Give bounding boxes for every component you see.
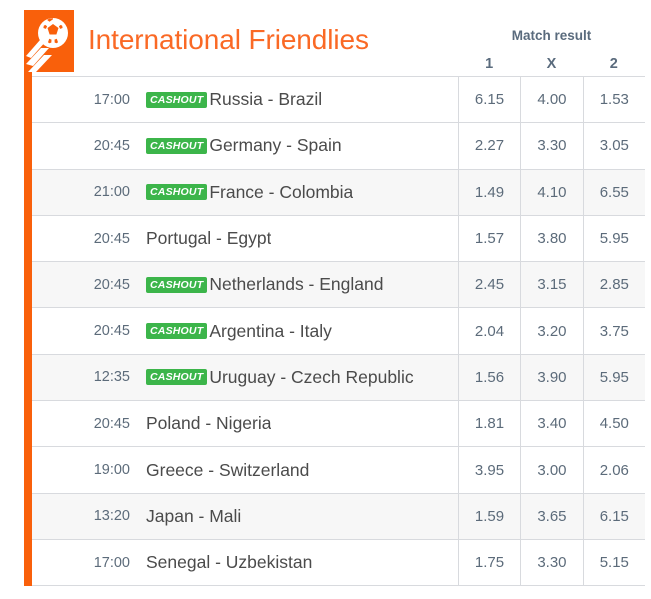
odd-draw[interactable]: 4.10: [520, 169, 582, 215]
odd-draw[interactable]: 3.30: [520, 123, 582, 169]
league-accent-bar: [24, 72, 32, 586]
odd-away[interactable]: 5.95: [582, 354, 645, 401]
match-event-name[interactable]: Russia - Brazil: [209, 89, 323, 110]
page-title: International Friendlies: [88, 24, 369, 55]
odd-away[interactable]: 2.85: [582, 262, 645, 308]
table-row[interactable]: 17:00 CASHOUT Russia - Brazil 6.15 4.00 1.53: [24, 77, 645, 124]
cashout-badge: CASHOUT: [146, 184, 208, 201]
odd-draw[interactable]: 4.00: [520, 77, 582, 123]
match-time: 20:45: [93, 323, 130, 340]
odd-home[interactable]: 1.59: [457, 493, 520, 539]
odd-draw[interactable]: 3.90: [520, 354, 582, 401]
match-event-cell[interactable]: Greece - Switzerland: [146, 460, 458, 481]
match-event-name[interactable]: Senegal - Uzbekistan: [146, 552, 313, 573]
odd-home[interactable]: 1.81: [457, 401, 520, 447]
odd-draw[interactable]: 3.80: [520, 215, 582, 262]
odd-away[interactable]: 6.55: [582, 169, 645, 215]
odd-home[interactable]: 1.56: [457, 354, 520, 401]
match-time: 19:00: [93, 462, 130, 479]
match-list-table: 17:00 CASHOUT Russia - Brazil 6.15 4.00 1.53 2…: [24, 76, 645, 587]
match-event-name[interactable]: Portugal - Egypt: [146, 228, 272, 249]
odd-home[interactable]: 3.95: [457, 447, 520, 493]
odd-away[interactable]: 4.50: [582, 401, 645, 447]
cashout-badge: CASHOUT: [146, 276, 208, 293]
match-time: 13:20: [93, 508, 130, 525]
match-event-name[interactable]: Poland - Nigeria: [146, 413, 272, 434]
match-time: 21:00: [93, 184, 130, 201]
match-event-cell[interactable]: Senegal - Uzbekistan: [146, 552, 458, 573]
match-event-cell[interactable]: CASHOUT Uruguay - Czech Republic: [146, 367, 458, 388]
column-header-away: 2: [609, 56, 618, 72]
odds-column-headers: 1 X 2: [458, 54, 645, 76]
match-event-cell[interactable]: Portugal - Egypt: [146, 228, 458, 249]
odd-draw[interactable]: 3.15: [520, 262, 582, 308]
odd-home[interactable]: 1.57: [457, 215, 520, 262]
odd-draw[interactable]: 3.40: [520, 401, 582, 447]
cashout-badge: CASHOUT: [146, 323, 208, 340]
table-row[interactable]: 21:00 CASHOUT France - Colombia 1.49 4.10 6.5…: [24, 169, 645, 216]
match-time: 17:00: [93, 554, 130, 571]
table-row[interactable]: 17:00 Senegal - Uzbekistan 1.75 3.30 5.15: [24, 539, 645, 587]
match-event-cell[interactable]: CASHOUT Germany - Spain: [146, 135, 458, 156]
table-row[interactable]: 13:20 Japan - Mali 1.59 3.65 6.15: [24, 493, 645, 540]
odd-home[interactable]: 2.45: [457, 262, 520, 308]
match-event-name[interactable]: Greece - Switzerland: [146, 459, 310, 480]
odd-home[interactable]: 1.49: [457, 169, 520, 215]
match-event-name[interactable]: France - Colombia: [209, 181, 354, 202]
match-event-name[interactable]: Argentina - Italy: [209, 320, 332, 341]
odd-home[interactable]: 6.15: [457, 77, 520, 123]
odd-draw[interactable]: 3.30: [520, 539, 582, 586]
odd-away[interactable]: 5.15: [582, 539, 645, 586]
match-time: 12:35: [93, 369, 130, 386]
cashout-badge: CASHOUT: [146, 137, 208, 154]
table-row[interactable]: 19:00 Greece - Switzerland 3.95 3.00 2.06: [24, 447, 645, 494]
match-time: 20:45: [93, 276, 130, 293]
match-event-cell[interactable]: Japan - Mali: [146, 506, 458, 527]
odd-away[interactable]: 6.15: [582, 493, 645, 539]
soccer-ball-icon: [24, 10, 74, 72]
match-time: 20:45: [93, 230, 130, 247]
table-row[interactable]: 20:45 CASHOUT Argentina - Italy 2.04 3.20 3.7…: [24, 308, 645, 355]
table-row[interactable]: 20:45 Poland - Nigeria 1.81 3.40 4.50: [24, 401, 645, 448]
match-event-cell[interactable]: CASHOUT Argentina - Italy: [146, 321, 458, 342]
match-time: 20:45: [93, 137, 130, 154]
odd-away[interactable]: 3.05: [582, 123, 645, 169]
odd-away[interactable]: 1.53: [582, 77, 645, 123]
market-header-label: Match result: [511, 28, 592, 43]
odd-home[interactable]: 2.27: [457, 123, 520, 169]
odd-draw[interactable]: 3.20: [520, 308, 582, 354]
odd-home[interactable]: 1.75: [457, 539, 520, 586]
match-time: 20:45: [93, 415, 130, 432]
odd-away[interactable]: 5.95: [582, 215, 645, 262]
odd-draw[interactable]: 3.00: [520, 447, 582, 493]
odd-away[interactable]: 2.06: [582, 447, 645, 493]
match-event-cell[interactable]: CASHOUT Netherlands - England: [146, 274, 458, 295]
league-header: International Friendlies Match result 1 …: [0, 0, 651, 76]
match-event-cell[interactable]: CASHOUT Russia - Brazil: [146, 89, 458, 110]
match-event-name[interactable]: Japan - Mali: [146, 505, 242, 526]
odd-home[interactable]: 2.04: [457, 308, 520, 354]
match-event-name[interactable]: Germany - Spain: [209, 135, 342, 156]
column-header-draw: X: [546, 56, 557, 72]
odd-away[interactable]: 3.75: [582, 308, 645, 354]
match-time: 17:00: [93, 91, 130, 108]
column-header-home: 1: [485, 56, 494, 72]
match-event-name[interactable]: Uruguay - Czech Republic: [209, 366, 414, 387]
match-event-name[interactable]: Netherlands - England: [209, 274, 384, 295]
table-row[interactable]: 12:35 CASHOUT Uruguay - Czech Republic 1.56…: [24, 354, 645, 402]
match-event-cell[interactable]: CASHOUT France - Colombia: [146, 182, 458, 203]
match-event-cell[interactable]: Poland - Nigeria: [146, 413, 458, 434]
cashout-badge: CASHOUT: [146, 369, 208, 386]
cashout-badge: CASHOUT: [146, 91, 208, 108]
table-row[interactable]: 20:45 Portugal - Egypt 1.57 3.80 5.95: [24, 215, 645, 263]
table-row[interactable]: 20:45 CASHOUT Germany - Spain 2.27 3.30 3.05: [24, 123, 645, 170]
table-row[interactable]: 20:45 CASHOUT Netherlands - England 2.45 3.1…: [24, 262, 645, 309]
odd-draw[interactable]: 3.65: [520, 493, 582, 539]
